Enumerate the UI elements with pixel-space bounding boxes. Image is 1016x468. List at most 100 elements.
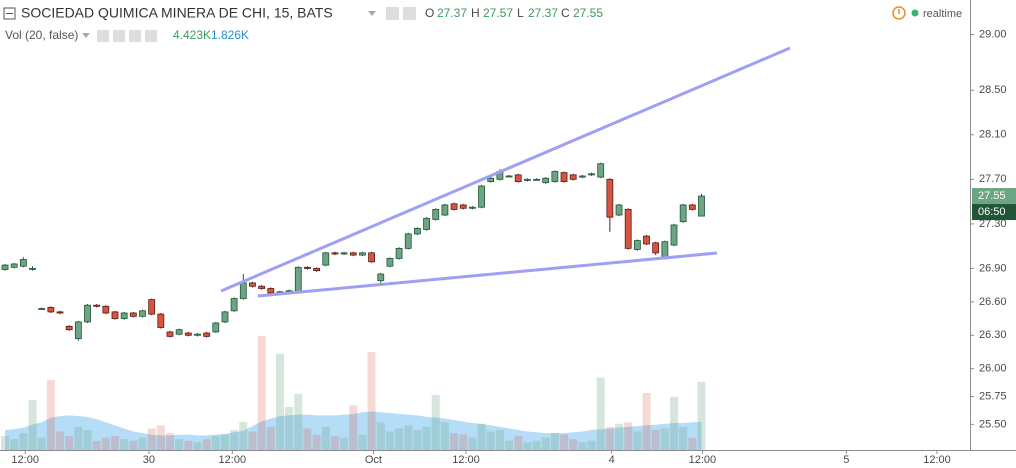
candle-body bbox=[313, 268, 321, 272]
volume-bar bbox=[514, 436, 523, 450]
ohlc-letter: C bbox=[561, 6, 570, 20]
y-tick-label: 26.60 bbox=[979, 296, 1007, 308]
volume-bar bbox=[92, 440, 101, 450]
volume-bar bbox=[560, 434, 569, 450]
volume-bar bbox=[376, 422, 385, 450]
candle-body bbox=[414, 227, 421, 235]
candle-body bbox=[304, 266, 311, 269]
y-tick-label: 28.10 bbox=[979, 129, 1007, 141]
volume-bar bbox=[321, 426, 330, 450]
x-tick-label: 12:00 bbox=[11, 454, 39, 466]
candle-body bbox=[597, 163, 605, 178]
y-tick-label: 26.00 bbox=[979, 363, 1007, 375]
candle-body bbox=[606, 178, 614, 218]
volume-bar bbox=[147, 428, 156, 450]
candle-body bbox=[56, 311, 64, 314]
ohlc-letter: O bbox=[425, 6, 434, 20]
candle-body bbox=[652, 242, 660, 254]
trend-line[interactable] bbox=[257, 251, 718, 298]
candle-body bbox=[404, 233, 412, 249]
volume-ma-value: 1.826K bbox=[211, 28, 249, 42]
settings-icon[interactable] bbox=[129, 30, 141, 42]
volume-bar bbox=[495, 429, 504, 450]
axes: 29.00 28.50 28.10 27.70 27.30 26.90 26.60 26.30… bbox=[11, 28, 1016, 466]
collapse-icon[interactable] bbox=[3, 7, 16, 20]
volume-bar bbox=[413, 429, 422, 450]
settings-icon[interactable] bbox=[113, 30, 125, 42]
volume-bar bbox=[37, 437, 46, 450]
volume-bar bbox=[587, 440, 596, 450]
x-tick-label: 5 bbox=[843, 454, 849, 466]
volume-bar bbox=[459, 434, 468, 450]
candle-body bbox=[203, 332, 211, 337]
x-tick-label: 12:00 bbox=[219, 454, 247, 466]
volume-bar bbox=[56, 431, 65, 450]
candle-body bbox=[459, 204, 467, 209]
candle-body bbox=[10, 263, 18, 268]
candle-body bbox=[468, 206, 476, 209]
volume-bar bbox=[404, 425, 413, 450]
volume-bar bbox=[505, 440, 514, 450]
volume-bar bbox=[523, 442, 532, 450]
ohlc-value: 27.37 bbox=[437, 6, 467, 20]
ohlc-value: 27.55 bbox=[573, 6, 603, 20]
realtime-label: realtime bbox=[923, 8, 962, 20]
settings-icon[interactable] bbox=[97, 30, 109, 42]
volume-bar bbox=[358, 434, 367, 450]
volume-bar bbox=[340, 437, 349, 450]
candle-body bbox=[624, 209, 632, 249]
candle-body bbox=[441, 204, 449, 216]
candle-body bbox=[331, 252, 339, 255]
settings-icon[interactable] bbox=[145, 30, 157, 42]
volume-bar bbox=[330, 436, 339, 450]
symbol-title: SOCIEDAD QUIMICA MINERA DE CHI, 15, BATS bbox=[21, 5, 333, 21]
candle-body bbox=[84, 304, 91, 323]
warning-icon[interactable] bbox=[892, 6, 906, 20]
candle-body bbox=[139, 310, 146, 317]
volume-bar bbox=[312, 434, 321, 450]
candle-body bbox=[129, 312, 137, 317]
volume-bar bbox=[670, 396, 679, 450]
dropdown[interactable] bbox=[368, 11, 376, 16]
dropdown[interactable] bbox=[82, 33, 90, 38]
candle-body bbox=[569, 174, 577, 180]
volume-bar bbox=[532, 440, 541, 450]
settings-icon[interactable] bbox=[403, 7, 416, 20]
volume-bar bbox=[74, 426, 83, 450]
volume-bar bbox=[266, 426, 275, 450]
candle-body bbox=[679, 204, 687, 223]
last-price-box bbox=[972, 188, 1016, 205]
volume-bar bbox=[248, 431, 257, 450]
volume-bar bbox=[367, 351, 376, 450]
ohlc-letter: L bbox=[517, 6, 524, 20]
candle-body bbox=[386, 258, 394, 267]
volume-bar bbox=[633, 431, 642, 450]
candle-body bbox=[258, 285, 266, 289]
volume-bar bbox=[624, 422, 633, 450]
volume-bar bbox=[395, 428, 404, 450]
candle-body bbox=[670, 224, 678, 246]
volume-bar bbox=[239, 421, 248, 450]
candle-body bbox=[395, 247, 403, 259]
settings-icon[interactable] bbox=[386, 7, 399, 20]
x-tick-label: 12:00 bbox=[689, 454, 717, 466]
volume-bar bbox=[120, 439, 129, 450]
volume-bar bbox=[541, 437, 550, 450]
trend-line[interactable] bbox=[220, 46, 791, 293]
volume-bar bbox=[220, 434, 229, 450]
volume-bar bbox=[294, 393, 303, 450]
volume-bar bbox=[83, 429, 92, 450]
volume-bar bbox=[303, 428, 312, 450]
y-tick-label: 29.00 bbox=[979, 28, 1007, 40]
volume-bar bbox=[440, 422, 449, 450]
candle-body bbox=[1, 264, 9, 270]
y-tick-label: 26.30 bbox=[979, 329, 1007, 341]
countdown-label: 06:50 bbox=[978, 206, 1006, 218]
candle-body bbox=[111, 311, 119, 319]
ohlc-letter: H bbox=[471, 6, 480, 20]
candle-body bbox=[478, 185, 485, 208]
candle-body bbox=[249, 282, 256, 287]
candle-body bbox=[551, 171, 559, 182]
